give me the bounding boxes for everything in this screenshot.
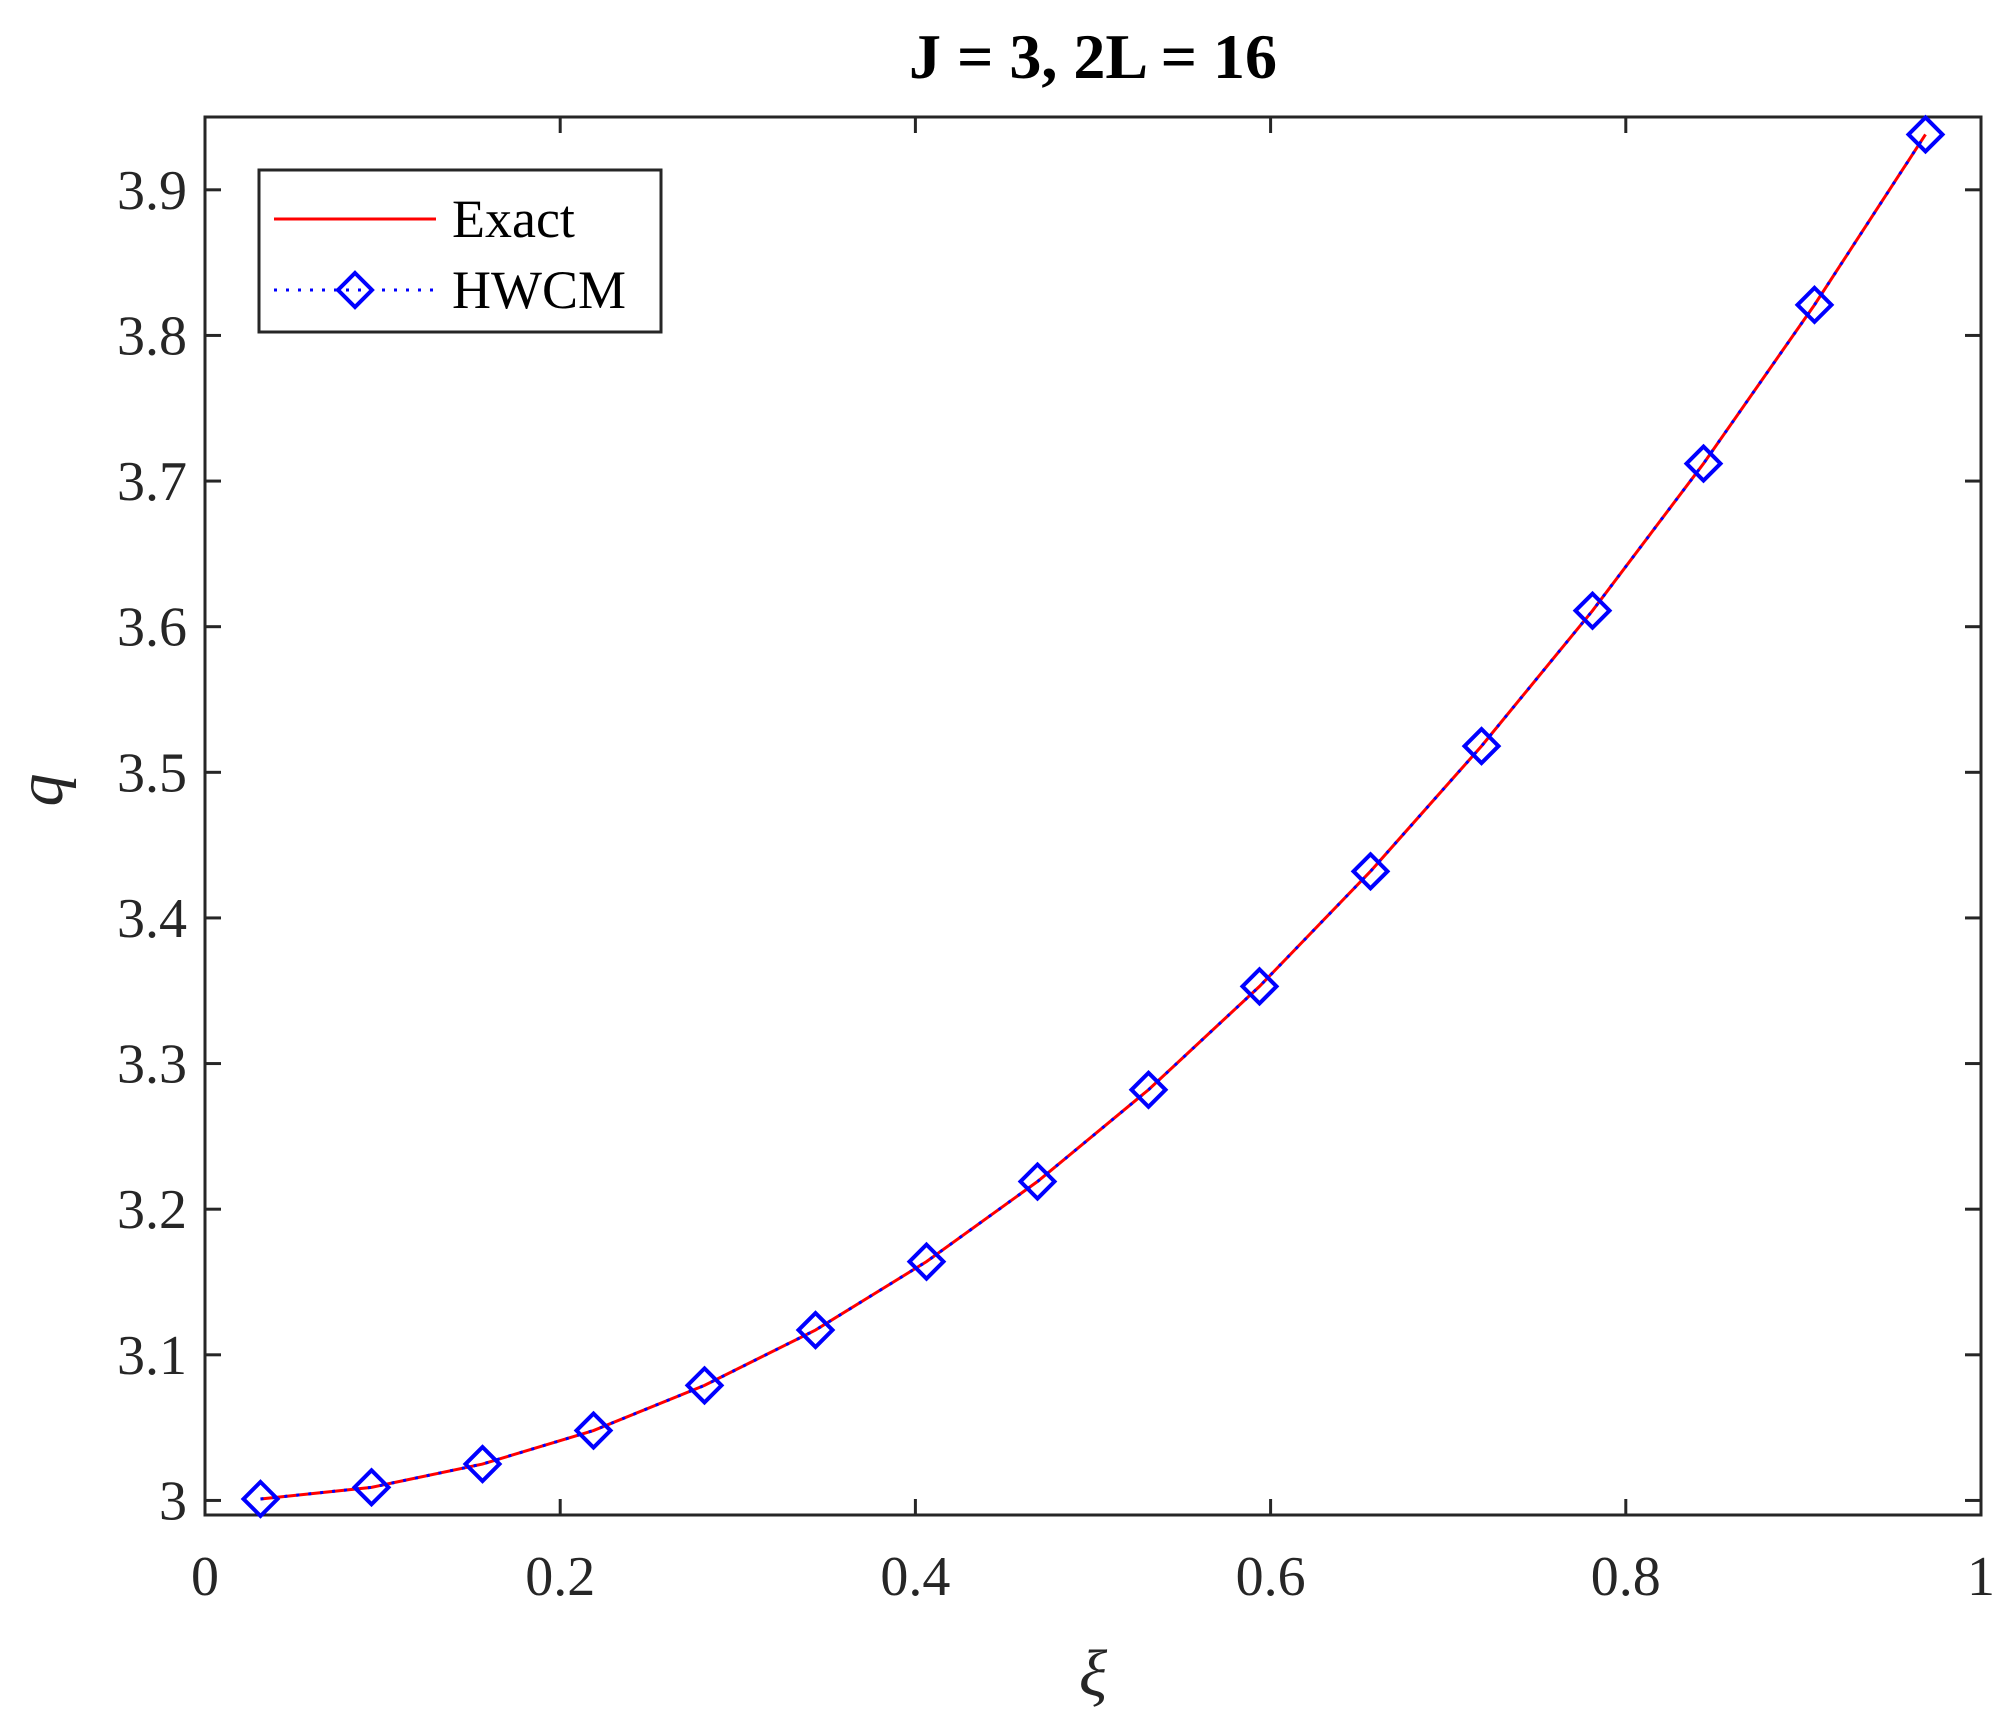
legend-box (257, 168, 663, 334)
data-point-hwcm (240, 1479, 281, 1519)
data-point-hwcm (1128, 1069, 1169, 1110)
data-point-hwcm (1239, 966, 1280, 1007)
y-axis-label: q (4, 774, 77, 807)
chart-title: J = 3, 2L = 16 (909, 21, 1277, 92)
data-point-hwcm (462, 1444, 503, 1484)
data-point-hwcm (1461, 726, 1502, 766)
data-point-hwcm (351, 1467, 392, 1508)
y-tick-label: 3.2 (117, 1179, 187, 1241)
x-tick-label: 0.6 (1236, 1546, 1306, 1608)
data-point-hwcm (795, 1310, 836, 1350)
x-tick-label: 0 (191, 1546, 219, 1608)
data-point-hwcm (1350, 851, 1391, 892)
y-tick-label: 3.4 (117, 888, 187, 950)
data-point-hwcm (1905, 114, 1946, 155)
legend-marker-hwcm (335, 270, 375, 310)
plot-area: 0 0.2 0.4 0.6 0.8 1 3 3.1 3.2 3.3 3.4 3.5 3.6 3.7 3.8… (117, 114, 1995, 1608)
x-tick-label: 1 (1967, 1546, 1995, 1608)
y-tick-label: 3.3 (117, 1034, 187, 1096)
legend: Exact HWCM (257, 168, 663, 334)
y-tick-label: 3.1 (117, 1325, 187, 1387)
y-tick-label: 3.8 (117, 305, 187, 367)
data-point-hwcm (1683, 443, 1724, 484)
legend-label-exact: Exact (452, 189, 575, 249)
x-tick-label: 0.2 (525, 1546, 595, 1608)
series-layer (240, 114, 1946, 1519)
x-axis-label: ξ (1079, 1637, 1108, 1710)
data-point-hwcm (1794, 285, 1835, 325)
legend-entry-exact: Exact (274, 189, 575, 249)
y-axis-ticks: 3 3.1 3.2 3.3 3.4 3.5 3.6 3.7 3.8 3.9 (117, 160, 1981, 1532)
x-tick-label: 0.8 (1591, 1546, 1661, 1608)
y-tick-label: 3 (159, 1470, 187, 1532)
data-point-hwcm (573, 1410, 614, 1451)
data-point-hwcm (906, 1241, 947, 1282)
y-tick-label: 3.5 (117, 742, 187, 804)
y-tick-label: 3.6 (117, 597, 187, 659)
data-point-hwcm (1017, 1161, 1058, 1202)
data-point-hwcm (684, 1365, 725, 1406)
x-tick-label: 0.4 (880, 1546, 950, 1608)
series-line-exact (260, 133, 1927, 1501)
y-tick-label: 3.9 (117, 160, 187, 222)
y-tick-label: 3.7 (117, 451, 187, 513)
data-point-hwcm (1572, 590, 1613, 631)
legend-label-hwcm: HWCM (452, 260, 626, 320)
axes-frame (203, 115, 1983, 1517)
legend-entry-hwcm: HWCM (274, 260, 626, 320)
series-line-hwcm (260, 133, 1927, 1501)
x-axis-ticks: 0 0.2 0.4 0.6 0.8 1 (191, 117, 1995, 1608)
